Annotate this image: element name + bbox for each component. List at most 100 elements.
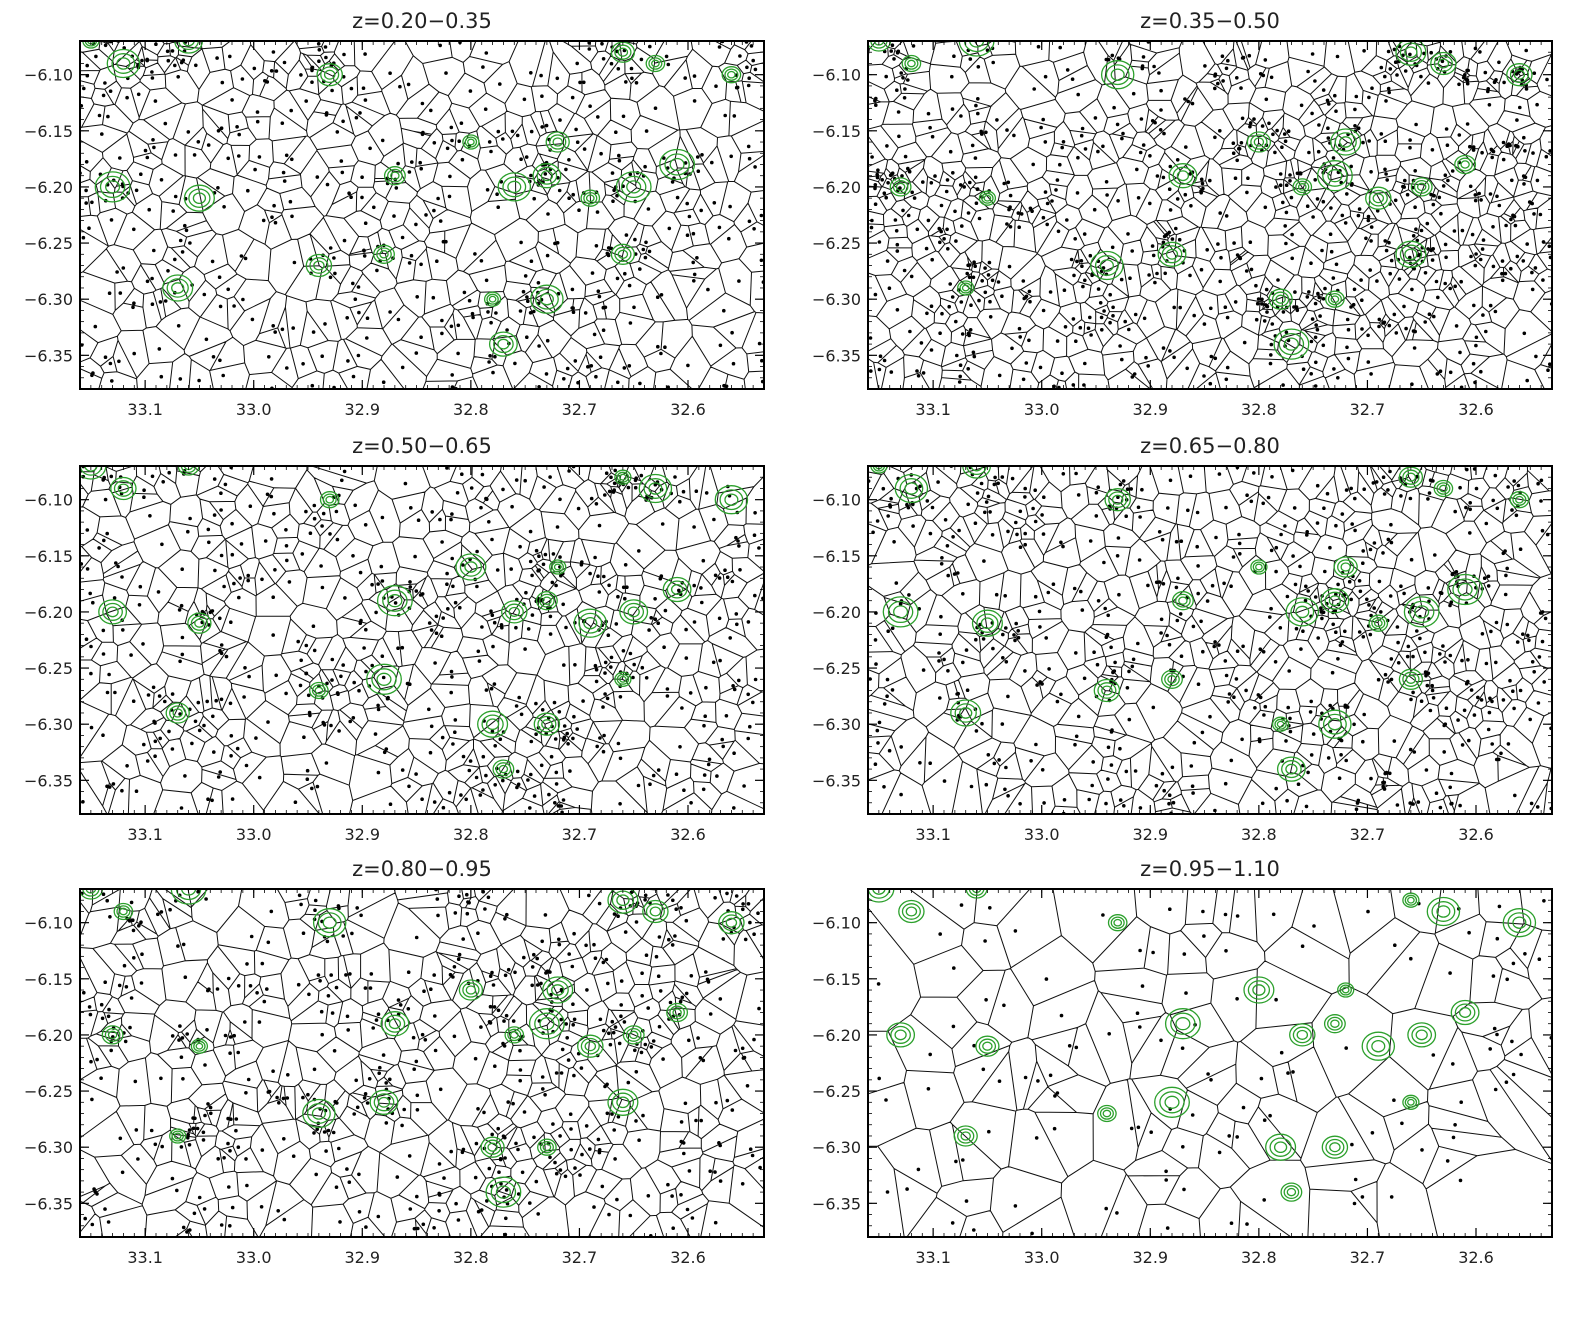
galaxy-point <box>516 782 521 787</box>
galaxy-point <box>747 156 752 161</box>
galaxy-point <box>516 1192 521 1196</box>
galaxy-point <box>911 524 915 528</box>
plot-frame <box>867 40 1553 390</box>
galaxy-point <box>916 1167 921 1172</box>
galaxy-point <box>1270 322 1275 326</box>
galaxy-point <box>1042 801 1046 805</box>
galaxy-point <box>434 631 439 635</box>
contour <box>1325 290 1345 308</box>
galaxy-point <box>570 306 574 310</box>
galaxy-point <box>1548 149 1552 153</box>
contour <box>1327 1016 1343 1031</box>
galaxy-point <box>730 1108 735 1112</box>
galaxy-point <box>1334 262 1339 267</box>
galaxy-point <box>208 610 213 615</box>
galaxy-point <box>82 86 86 91</box>
galaxy-point <box>1075 259 1079 264</box>
galaxy-point <box>320 585 325 590</box>
galaxy-point <box>1109 645 1113 650</box>
galaxy-point <box>1108 292 1112 297</box>
galaxy-point <box>1349 486 1353 491</box>
galaxy-point <box>624 233 629 237</box>
galaxy-point <box>312 648 317 653</box>
galaxy-point <box>300 552 305 556</box>
galaxy-point <box>1245 1222 1249 1226</box>
galaxy-point <box>1386 86 1391 91</box>
galaxy-point <box>83 1216 87 1221</box>
contour <box>962 466 992 479</box>
contour <box>390 171 400 180</box>
galaxy-point <box>541 562 546 567</box>
galaxy-point <box>1213 86 1217 91</box>
galaxy-point <box>729 154 733 159</box>
galaxy-point <box>1028 206 1033 211</box>
galaxy-point <box>290 157 294 162</box>
galaxy-point <box>1494 660 1498 665</box>
galaxy-point <box>363 52 367 56</box>
galaxy-point <box>1291 1070 1295 1074</box>
galaxy-point <box>1034 1136 1039 1140</box>
galaxy-point <box>571 736 575 741</box>
galaxy-point <box>670 180 675 184</box>
galaxy-point <box>504 1216 508 1221</box>
galaxy-point <box>1023 669 1027 673</box>
y-tick-label: −6.25 <box>812 659 861 678</box>
contour <box>617 249 629 259</box>
galaxy-point <box>706 287 710 292</box>
galaxy-point <box>124 985 129 989</box>
galaxy-point <box>882 702 887 706</box>
galaxy-point <box>354 115 359 120</box>
galaxy-point <box>678 745 682 749</box>
galaxy-point <box>1074 651 1078 655</box>
galaxy-point <box>438 1087 443 1092</box>
galaxy-point <box>1161 175 1166 180</box>
galaxy-point <box>325 939 330 944</box>
plot-frame <box>79 465 765 815</box>
galaxy-point <box>1332 367 1336 371</box>
galaxy-point <box>131 928 136 933</box>
galaxy-point <box>752 533 757 537</box>
galaxy-point <box>1435 372 1440 376</box>
galaxy-point <box>493 354 497 359</box>
galaxy-point <box>712 201 717 205</box>
galaxy-point <box>420 592 425 596</box>
galaxy-point <box>609 655 614 660</box>
galaxy-point <box>1377 324 1381 329</box>
galaxy-point <box>702 723 706 728</box>
galaxy-point <box>1041 308 1046 313</box>
galaxy-point <box>1007 207 1011 212</box>
galaxy-point <box>481 788 485 792</box>
galaxy-point <box>692 583 696 588</box>
contour <box>890 1025 911 1044</box>
galaxy-point <box>441 239 446 244</box>
galaxy-point <box>986 494 991 499</box>
galaxy-point <box>100 1016 105 1021</box>
galaxy-point <box>474 775 479 780</box>
galaxy-point <box>468 89 473 93</box>
galaxy-point <box>176 324 181 328</box>
galaxy-point <box>717 616 722 621</box>
galaxy-point <box>875 175 880 180</box>
galaxy-point <box>1346 327 1351 332</box>
galaxy-point <box>557 937 561 942</box>
galaxy-point <box>270 215 274 219</box>
galaxy-point <box>1179 539 1184 543</box>
galaxy-point <box>937 226 941 231</box>
galaxy-point <box>1404 326 1408 331</box>
galaxy-point <box>536 1212 540 1216</box>
galaxy-point <box>1270 475 1274 479</box>
galaxy-point <box>180 567 184 571</box>
galaxy-point <box>1023 542 1027 547</box>
galaxy-point <box>192 153 197 157</box>
galaxy-point <box>554 583 558 588</box>
galaxy-point <box>983 939 987 943</box>
galaxy-point <box>597 294 602 299</box>
contour <box>539 1017 555 1031</box>
galaxy-point <box>1260 297 1264 302</box>
galaxy-point <box>334 1185 339 1189</box>
galaxy-point <box>1486 89 1490 94</box>
galaxy-point <box>616 741 621 746</box>
galaxy-point <box>1451 1135 1456 1140</box>
galaxy-point <box>107 1007 111 1012</box>
galaxy-point <box>377 1071 382 1075</box>
